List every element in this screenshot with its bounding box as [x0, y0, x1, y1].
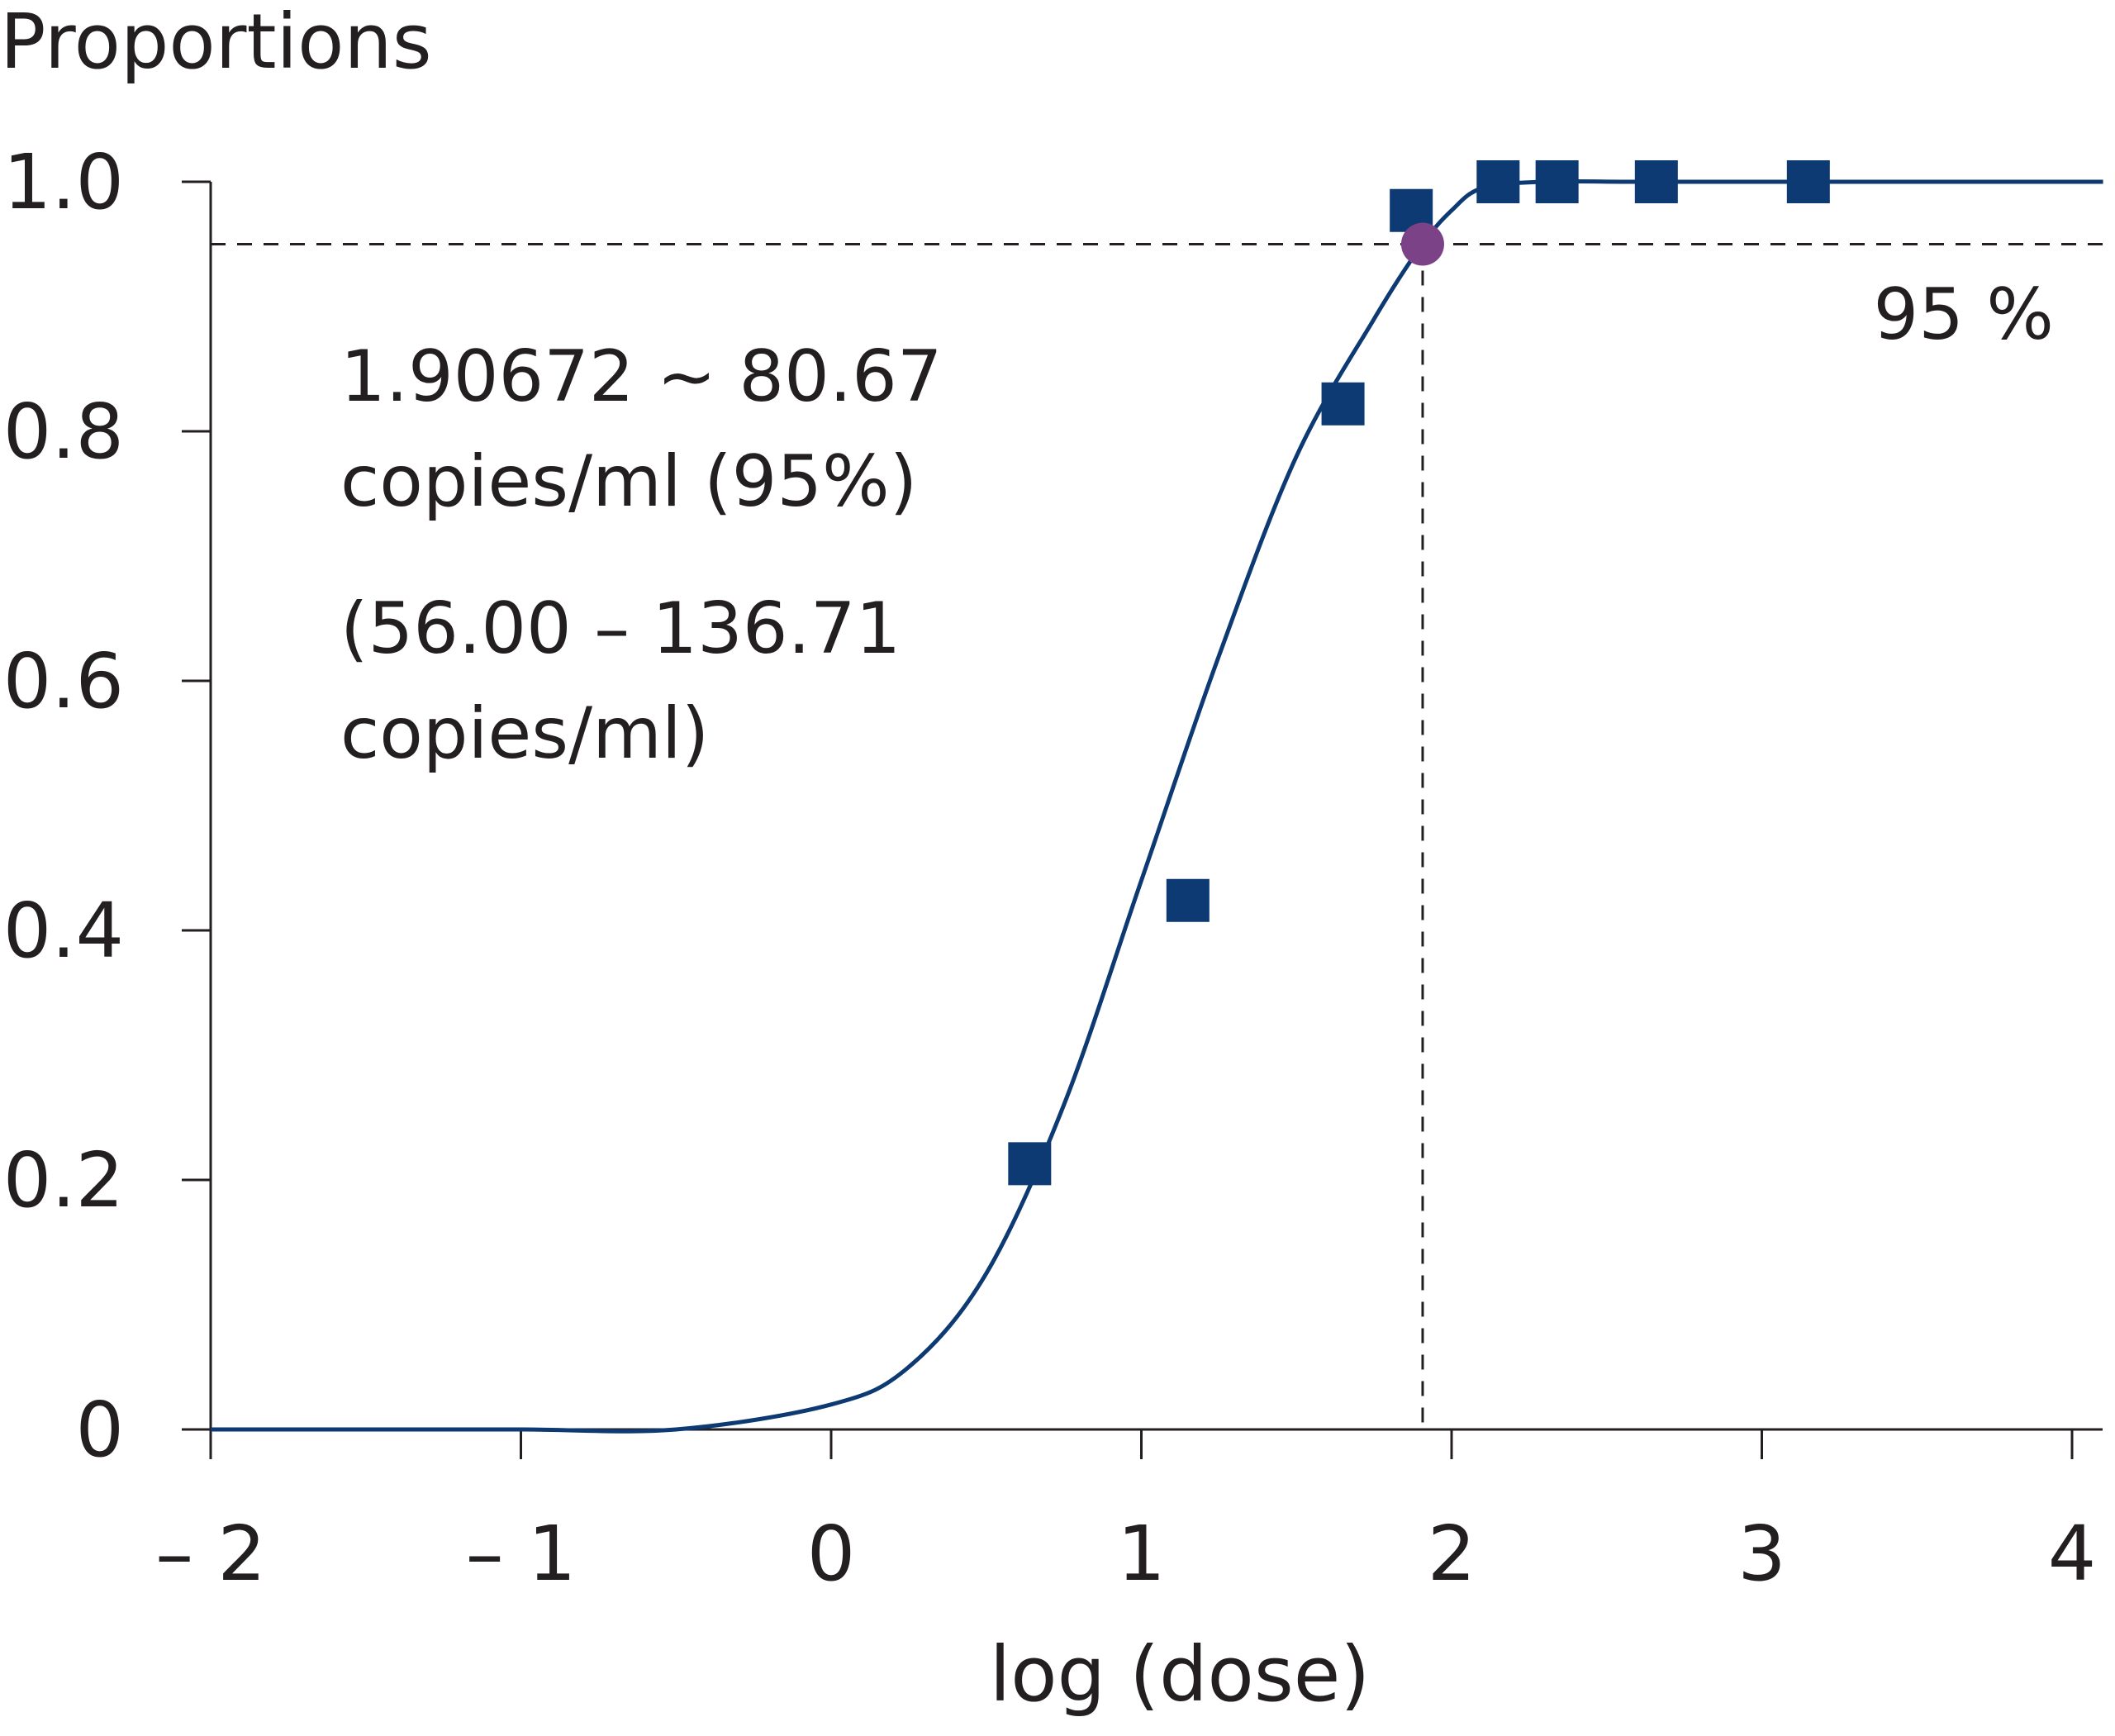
y-tick-label: 0.6: [3, 637, 124, 725]
estimate-line-2: copies/ml (95%): [340, 440, 917, 523]
ci-line-1: (56.00 – 136.71: [340, 587, 901, 670]
y-tick-label: 0.2: [3, 1136, 124, 1225]
y-tick-label: 1.0: [3, 138, 124, 226]
highlight-point: [1400, 222, 1444, 266]
y-tick-label: 0.4: [3, 887, 124, 975]
data-point: [1634, 160, 1678, 203]
data-point: [1476, 160, 1520, 203]
x-tick-label: – 1: [466, 1510, 577, 1598]
x-tick-label: 4: [2048, 1510, 2097, 1598]
x-tick-label: 0: [807, 1510, 856, 1598]
estimate-line-1: 1.90672 ~ 80.67: [340, 335, 943, 418]
percent-label: 95 %: [1874, 273, 2055, 356]
data-point: [1786, 160, 1830, 203]
y-tick-label: 0.8: [3, 388, 124, 476]
ci-line-2: copies/ml): [340, 692, 709, 775]
x-tick-label: 3: [1737, 1510, 1786, 1598]
data-point: [1321, 382, 1365, 426]
y-axis-title: Proportions: [0, 0, 432, 86]
y-tick-label: 0: [75, 1386, 124, 1474]
x-tick-label: 1: [1117, 1510, 1166, 1598]
x-tick-label: – 2: [155, 1510, 266, 1598]
data-point: [1008, 1142, 1052, 1186]
x-tick-label: 2: [1428, 1510, 1476, 1598]
data-point: [1166, 878, 1210, 922]
data-point: [1535, 160, 1579, 203]
x-axis-title: log (dose): [990, 1630, 1371, 1719]
